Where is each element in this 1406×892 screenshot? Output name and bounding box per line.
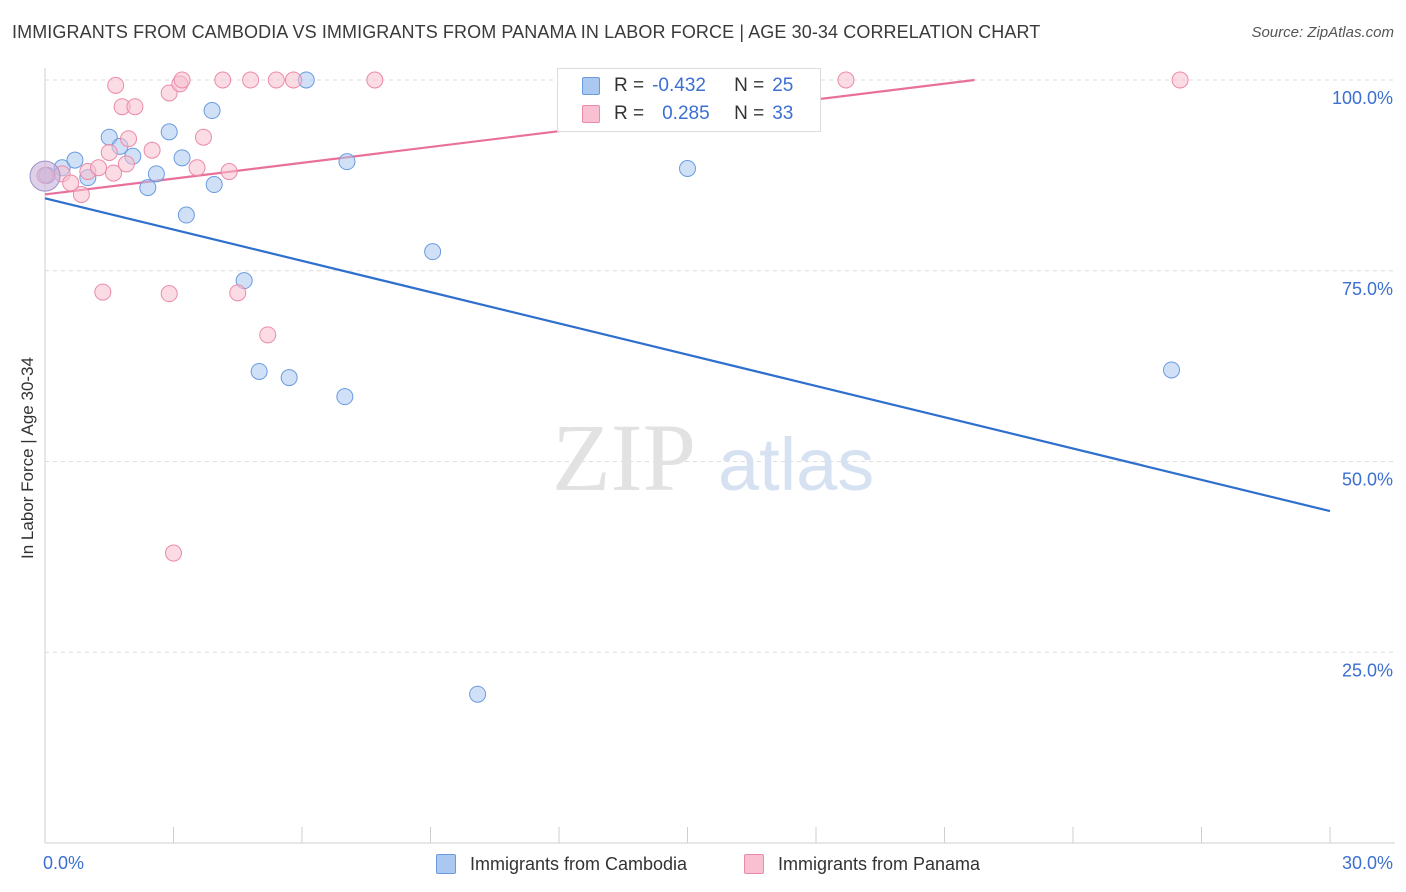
- x-tick-label: 0.0%: [43, 853, 84, 873]
- data-point-cluster: [29, 160, 61, 192]
- data-point-panama: [1171, 71, 1189, 89]
- data-point-panama: [229, 284, 247, 302]
- legend-row-panama: R = 0.285 N = 33: [558, 100, 793, 128]
- n-label: N =: [734, 75, 765, 96]
- bottom-legend-label-cambodia: Immigrants from Cambodia: [470, 853, 688, 874]
- data-point-panama: [117, 155, 135, 173]
- n-label: N =: [734, 103, 765, 124]
- data-point-panama: [173, 71, 191, 89]
- chart-title: IMMIGRANTS FROM CAMBODIA VS IMMIGRANTS F…: [12, 22, 1041, 42]
- trend-line-panama: [44, 78, 975, 196]
- data-point-cambodia: [280, 369, 298, 387]
- legend-row-cambodia: R = -0.432 N = 25: [558, 72, 793, 100]
- y-tick-label: 50.0%: [1342, 470, 1393, 490]
- data-point-panama: [120, 130, 138, 148]
- bottom-legend-cambodia: Immigrants from Cambodia: [436, 852, 687, 876]
- trend-line-cambodia: [44, 197, 1331, 513]
- x-tick-label: 30.0%: [1342, 853, 1393, 873]
- data-point-panama: [214, 71, 232, 89]
- data-point-cambodia: [336, 388, 354, 406]
- data-point-cambodia: [679, 160, 696, 178]
- bottom-legend-panama: Immigrants from Panama: [744, 852, 980, 876]
- n-value: 25: [772, 75, 794, 96]
- data-point-panama: [242, 71, 260, 89]
- data-point-cambodia: [177, 206, 195, 224]
- data-point-panama: [188, 159, 206, 177]
- data-points: [29, 71, 1189, 703]
- n-value: 33: [772, 103, 794, 124]
- bottom-legend-swatch-cambodia: [436, 854, 456, 874]
- data-point-cambodia: [139, 179, 157, 197]
- gridlines: [45, 79, 1395, 653]
- y-tick-label: 25.0%: [1342, 660, 1393, 680]
- y-tick-label: 75.0%: [1342, 279, 1393, 299]
- r-value: -0.432: [652, 75, 706, 96]
- watermark-zip: ZIP: [552, 404, 696, 511]
- data-point-panama: [220, 163, 238, 181]
- y-tick-label: 100.0%: [1332, 88, 1393, 108]
- data-point-panama: [366, 71, 384, 89]
- data-point-panama: [62, 174, 80, 192]
- axes: [44, 68, 1395, 844]
- legend-swatch-cambodia: [582, 77, 600, 95]
- stats-legend: R = -0.432 N = 25 R = 0.285 N = 33: [557, 68, 821, 132]
- data-point-panama: [94, 283, 112, 301]
- data-point-panama: [107, 76, 125, 94]
- data-point-panama: [90, 159, 108, 177]
- data-point-panama: [160, 285, 178, 303]
- data-point-cambodia: [66, 151, 84, 169]
- data-point-cambodia: [147, 165, 165, 183]
- data-point-panama: [837, 71, 855, 89]
- data-point-cambodia: [205, 176, 223, 194]
- data-point-cambodia: [250, 362, 268, 380]
- data-point-panama: [267, 71, 285, 89]
- data-point-panama: [143, 141, 161, 159]
- data-point-panama: [284, 71, 302, 89]
- data-point-panama: [105, 164, 123, 182]
- data-point-panama: [259, 326, 277, 344]
- legend-swatch-panama: [582, 105, 600, 123]
- data-point-panama: [100, 143, 118, 161]
- data-point-panama: [194, 128, 212, 146]
- tick-labels: 25.0% 50.0% 75.0% 100.0% 0.0% 30.0%: [43, 88, 1393, 873]
- r-label: R =: [614, 75, 645, 96]
- data-point-cambodia: [469, 685, 487, 703]
- data-point-cambodia: [424, 243, 442, 261]
- source-label: Source: ZipAtlas.com: [1251, 24, 1394, 41]
- data-point-cambodia: [160, 123, 178, 141]
- data-point-panama: [72, 185, 90, 203]
- r-label: R =: [614, 103, 645, 124]
- data-point-cambodia: [173, 149, 191, 167]
- r-value: 0.285: [662, 103, 710, 124]
- bottom-legend-swatch-panama: [744, 854, 764, 874]
- data-point-cambodia: [1163, 361, 1181, 379]
- bottom-legend-label-panama: Immigrants from Panama: [778, 853, 981, 874]
- data-point-cambodia: [338, 153, 356, 171]
- watermark-atlas: atlas: [718, 423, 874, 506]
- data-point-panama: [165, 544, 182, 562]
- data-point-cambodia: [203, 102, 221, 120]
- data-point-panama: [126, 98, 144, 116]
